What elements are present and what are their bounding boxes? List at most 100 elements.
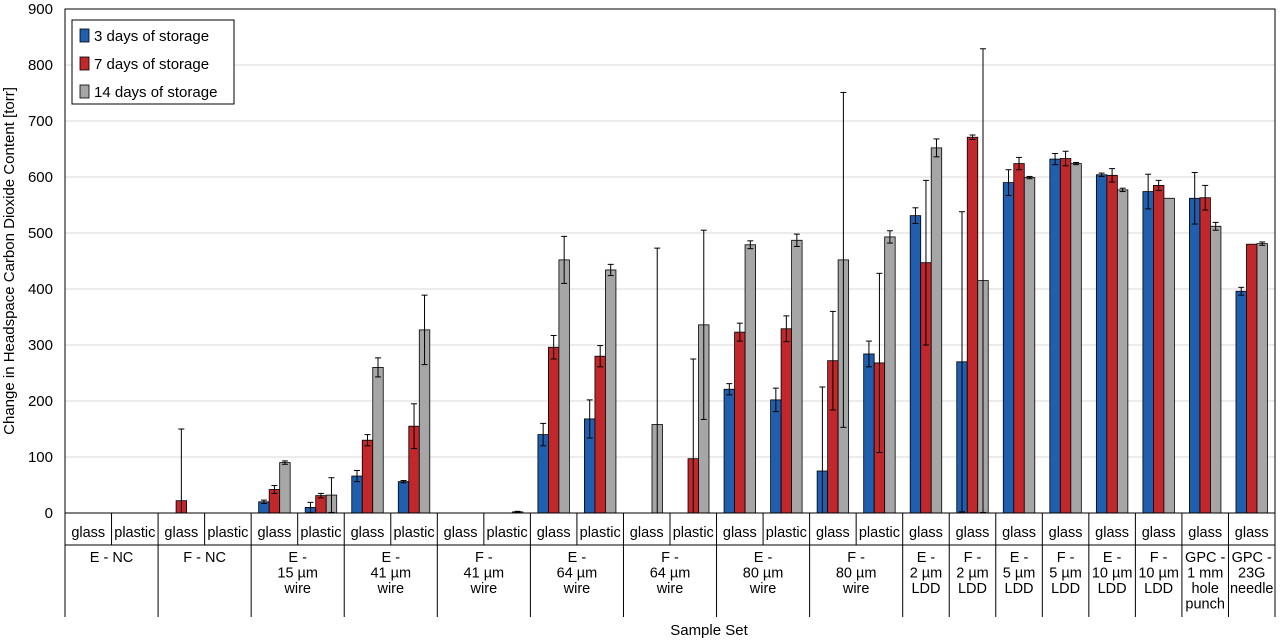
group-label: punch [1185, 597, 1225, 613]
group-label: E - [754, 550, 773, 566]
legend-label: 3 days of storage [94, 28, 209, 45]
group-label: LDD [1098, 581, 1127, 597]
subcategory-label: glass [351, 525, 385, 541]
bar [1246, 243, 1258, 514]
bar [1013, 163, 1025, 514]
group-label: E - [917, 550, 936, 566]
y-tick-label: 600 [28, 169, 53, 186]
group-label: 10 µm [1092, 566, 1133, 582]
bar [1106, 174, 1118, 514]
subcategory-label: glass [164, 525, 198, 541]
group-label: wire [842, 581, 870, 597]
group-label: LDD [1005, 581, 1034, 597]
bar [1189, 197, 1201, 514]
bar [744, 244, 756, 514]
legend-swatch [79, 28, 90, 43]
bar [605, 269, 617, 514]
subcategory-label: glass [1235, 525, 1269, 541]
group-label: 23G [1238, 566, 1265, 582]
bar [1256, 243, 1268, 514]
bar [1049, 158, 1061, 514]
legend-label: 7 days of storage [94, 56, 209, 73]
group-label: GPC - [1185, 550, 1225, 566]
subcategory-label: glass [630, 525, 664, 541]
subcategory-label: glass [1095, 525, 1129, 541]
y-tick-label: 300 [28, 337, 53, 354]
subcategory-label: glass [444, 525, 478, 541]
bar [1002, 182, 1015, 514]
bar [361, 439, 374, 514]
bar [863, 353, 875, 514]
legend-swatch [79, 84, 90, 99]
group-label: 80 µm [743, 566, 784, 582]
subcategory-label: glass [1188, 525, 1222, 541]
group-label: E - [382, 550, 401, 566]
group-label: 1 mm [1187, 566, 1223, 582]
x-axis-title: Sample Set [670, 622, 748, 639]
group-label: wire [563, 581, 591, 597]
bar [558, 259, 570, 514]
group-label: F - [847, 550, 865, 566]
subcategory-label: plastic [393, 525, 434, 541]
bar [548, 346, 560, 514]
group-label: 10 µm [1138, 566, 1179, 582]
group-label: 5 µm [1049, 566, 1082, 582]
group-label: F - [475, 550, 493, 566]
bar [770, 399, 782, 514]
subcategory-label: plastic [580, 525, 621, 541]
subcategory-label: glass [257, 525, 291, 541]
bar [279, 462, 291, 514]
subcategory-label: glass [909, 525, 943, 541]
category-labels: glass plastic E - NC glass plastic F - NC glas… [64, 513, 1276, 617]
group-label: 64 µm [650, 566, 691, 582]
bar [397, 481, 410, 514]
bar [1059, 158, 1072, 514]
bar [966, 136, 979, 514]
subcategory-label: glass [723, 525, 757, 541]
error-bars [178, 48, 1266, 513]
group-label: GPC - [1232, 550, 1272, 566]
subcategory-label: glass [816, 525, 850, 541]
group-label: 15 µm [277, 566, 318, 582]
bar [1095, 174, 1108, 514]
y-tick-label: 500 [28, 225, 53, 242]
gridlines [65, 8, 1275, 458]
bar [791, 239, 803, 514]
bar [1153, 184, 1165, 514]
bar [1142, 191, 1154, 514]
bar [594, 355, 606, 514]
group-label: F - NC [183, 550, 226, 566]
subcategory-label: glass [1049, 525, 1083, 541]
bar [1235, 290, 1247, 514]
group-label: E - [1103, 550, 1122, 566]
subcategory-label: plastic [114, 525, 155, 541]
bar [1210, 225, 1222, 514]
bar [1023, 177, 1036, 514]
group-label: F - [1057, 550, 1075, 566]
group-label: 41 µm [464, 566, 505, 582]
bar [884, 236, 896, 514]
group-label: wire [283, 581, 311, 597]
group-label: needle [1230, 581, 1274, 597]
group-label: wire [376, 581, 404, 597]
group-label: 41 µm [370, 566, 411, 582]
bar [780, 328, 792, 514]
subcategory-label: glass [956, 525, 990, 541]
subcategory-label: glass [71, 525, 105, 541]
bar [537, 434, 549, 514]
bar [1199, 197, 1211, 514]
legend-swatch [79, 56, 90, 71]
group-label: 2 µm [910, 566, 943, 582]
bar [930, 147, 943, 514]
group-label: 5 µm [1003, 566, 1036, 582]
y-tick-label: 0 [45, 505, 53, 522]
group-label: wire [470, 581, 498, 597]
legend-box [71, 19, 235, 105]
bar [1116, 189, 1129, 514]
bar [723, 388, 735, 514]
group-label: LDD [1051, 581, 1080, 597]
bar [909, 215, 922, 514]
group-label: LDD [1144, 581, 1173, 597]
y-tick-label: 100 [28, 449, 53, 466]
